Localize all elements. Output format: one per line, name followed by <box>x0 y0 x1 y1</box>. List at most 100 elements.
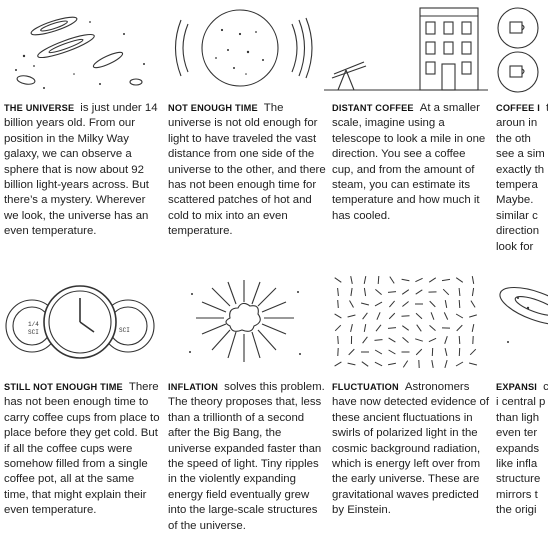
item-body: turn aroun in the oth see a sim exactly … <box>496 102 548 253</box>
polarization-dash <box>401 289 410 295</box>
polarization-dash <box>337 299 339 309</box>
polarization-dash <box>415 289 423 295</box>
polarization-dash <box>469 314 477 318</box>
polarization-dash <box>374 339 383 341</box>
item-universe-text: The Universe is just under 14 billion yea… <box>4 101 162 240</box>
polarization-dash <box>443 312 449 320</box>
cup-label-left: 1/4 <box>28 321 39 328</box>
polarization-dash <box>361 361 369 367</box>
clock-cups-illustration: 1/4 SCI SCI <box>4 272 162 372</box>
polarization-dash <box>444 347 448 357</box>
polarization-dash <box>374 349 383 355</box>
polarization-dash <box>444 359 448 369</box>
polarization-dash <box>428 277 437 283</box>
item-heading: Coffee I <box>496 103 540 113</box>
polarization-dash <box>374 301 383 307</box>
polarization-dash <box>376 312 381 320</box>
polarization-dash <box>458 287 461 297</box>
polarization-dash <box>428 337 437 343</box>
polarization-dash <box>429 325 436 331</box>
polarization-dash <box>377 275 380 285</box>
polarization-dash <box>350 275 353 285</box>
galaxies-illustration <box>4 4 160 96</box>
item-distant-coffee-text: Distant Coffee At a smaller scale, imagin… <box>332 101 490 224</box>
item-still-not-enough-time-text: Still Not Enough Time There has not been … <box>4 380 162 519</box>
polarization-dash <box>468 362 478 366</box>
polarization-dash <box>347 362 356 366</box>
expansion-burst-illustration <box>168 272 324 372</box>
polarization-dash <box>388 337 396 343</box>
polarization-dash <box>415 348 423 356</box>
polarization-dash <box>442 288 450 296</box>
polarization-dash <box>458 335 461 345</box>
polarization-dash <box>387 327 397 329</box>
item-body: is just under 14 billion years old. From… <box>4 102 158 238</box>
polarization-dash <box>455 313 464 319</box>
polarization-dash <box>337 287 339 297</box>
polarization-dash <box>334 324 342 332</box>
galaxy-fragment-illustration <box>496 272 548 372</box>
polarization-dash <box>444 336 448 344</box>
polarization-dash <box>455 361 464 367</box>
polarization-dash <box>402 337 409 343</box>
polarization-dash <box>430 312 435 320</box>
polarization-dash <box>375 289 382 295</box>
polarization-dash <box>416 324 422 332</box>
polarization-dash <box>374 361 383 367</box>
polarization-dash <box>471 276 475 284</box>
item-inflation-text: Inflation solves this problem. The theory… <box>168 380 326 534</box>
polarization-dash <box>455 277 464 283</box>
polarization-dash <box>470 300 476 308</box>
polarization-dash <box>388 362 396 366</box>
polarization-dash <box>387 291 397 293</box>
polarization-dash <box>471 323 475 333</box>
polarization-dash <box>444 300 448 308</box>
polarization-dash <box>431 360 434 368</box>
radiating-sphere-illustration <box>168 4 324 96</box>
item-body: The universe is not old enough for light… <box>168 102 326 238</box>
polarization-dash <box>337 335 339 345</box>
polarization-dash <box>456 324 463 332</box>
svg-text:SCI: SCI <box>28 329 39 336</box>
polarization-dash <box>441 278 451 282</box>
polarization-dash <box>350 287 353 297</box>
polarization-dash <box>362 312 368 320</box>
item-heading: Inflation <box>168 382 219 392</box>
item-heading: Not Enough Time <box>168 103 258 113</box>
item-heading: Fluctuation <box>332 382 399 392</box>
polarization-dash <box>363 324 367 332</box>
polarization-dash <box>469 348 477 356</box>
polarization-dash <box>360 302 370 306</box>
polarization-dash <box>388 312 396 320</box>
polarization-dash <box>415 338 423 342</box>
polarization-dash <box>350 323 353 333</box>
polarization-dash <box>363 287 367 297</box>
polarization-dash <box>334 277 342 283</box>
item-body: solves this problem. The theory proposes… <box>168 381 325 532</box>
item-heading: The Universe <box>4 103 75 113</box>
polarization-dash <box>388 349 396 355</box>
polarization-field-illustration <box>330 272 486 372</box>
item-heading: Still Not Enough Time <box>4 382 123 392</box>
polarization-dash <box>402 325 409 331</box>
telescope-building-illustration <box>324 4 488 96</box>
coffee-cups-windows-illustration <box>496 4 548 96</box>
item-body: At a smaller scale, imagine using a tele… <box>332 102 486 222</box>
item-body: coffee, i central p than ligh even ter e… <box>496 381 548 517</box>
polarization-dash <box>363 275 367 285</box>
polarization-dash <box>429 300 436 308</box>
item-heading: Distant Coffee <box>332 103 414 113</box>
polarization-dash <box>401 278 410 282</box>
item-coffee-cut-text: Coffee Iturn aroun in the oth see a sim … <box>496 101 548 255</box>
polarization-dash <box>334 313 342 319</box>
polarization-dash <box>415 277 423 283</box>
polarization-dash <box>347 314 356 318</box>
item-fluctuation-text: Fluctuation Astronomers have now detected… <box>332 380 490 519</box>
polarization-dash <box>415 312 423 320</box>
polarization-dash <box>375 324 382 332</box>
cup-label-right: SCI <box>119 327 130 334</box>
polarization-dash <box>389 300 395 308</box>
polarization-dash <box>458 299 461 309</box>
polarization-dash <box>402 301 409 307</box>
polarization-dash <box>349 300 354 308</box>
